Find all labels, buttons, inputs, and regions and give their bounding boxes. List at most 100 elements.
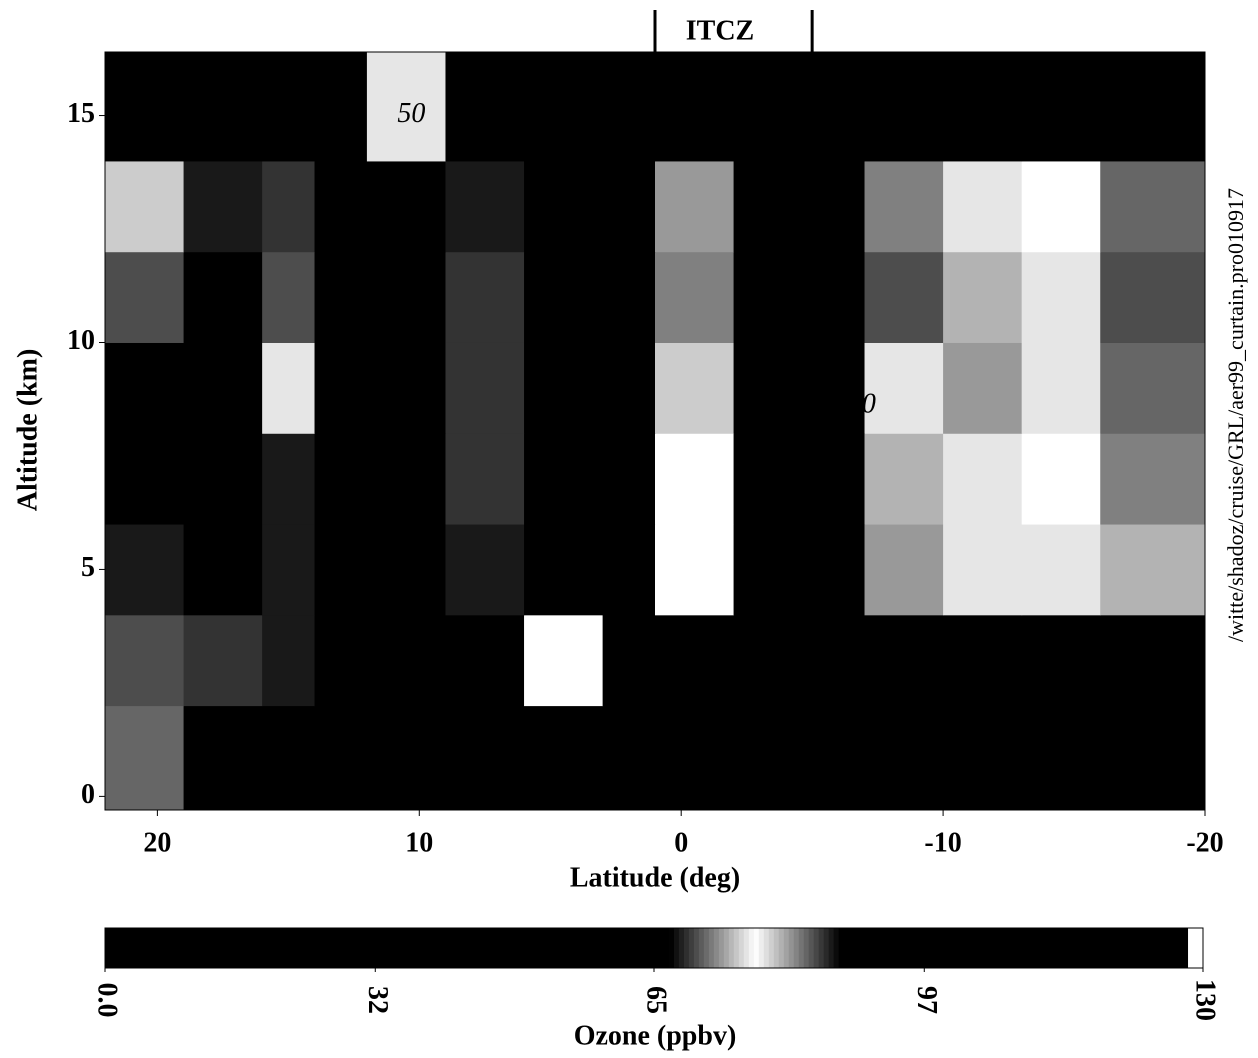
heat-cell <box>445 433 525 525</box>
heat-cell <box>524 342 604 434</box>
heat-cell <box>1021 614 1101 707</box>
colorbar-swatch <box>763 928 770 968</box>
colorbar-swatch <box>678 928 685 968</box>
contour-label: 50 <box>397 98 425 129</box>
heat-cell <box>864 251 944 343</box>
heat-cell <box>1100 614 1206 707</box>
colorbar-swatch <box>489 928 495 968</box>
colorbar-swatch <box>1088 928 1094 968</box>
colorbar-swatch <box>1153 928 1159 968</box>
y-tick-label: 10 <box>67 325 95 356</box>
colorbar-swatch <box>988 928 994 968</box>
x-tick-label: 20 <box>143 827 171 858</box>
colorbar-swatch <box>798 928 805 968</box>
heat-cell <box>105 342 185 434</box>
heat-cell <box>733 705 813 811</box>
colorbar-swatch <box>154 928 161 968</box>
colorbar-swatch <box>309 928 316 968</box>
colorbar-swatch <box>1143 928 1149 968</box>
colorbar-swatch <box>299 928 306 968</box>
colorbar-swatch <box>773 928 780 968</box>
colorbar-swatch <box>1083 928 1089 968</box>
heat-cell <box>183 251 263 343</box>
heat-cell <box>733 433 813 525</box>
colorbar-swatch <box>614 928 620 968</box>
colorbar-swatch <box>399 928 406 968</box>
colorbar-swatch <box>893 928 900 968</box>
heat-cell <box>602 342 656 434</box>
heat-cell <box>183 52 263 162</box>
colorbar-swatch <box>733 928 740 968</box>
heat-cell <box>314 614 368 707</box>
colorbar-swatch <box>259 928 266 968</box>
colorbar-swatch <box>239 928 246 968</box>
colorbar-swatch <box>144 928 151 968</box>
colorbar-swatch <box>569 928 575 968</box>
colorbar-swatch <box>229 928 236 968</box>
colorbar-swatch <box>1008 928 1014 968</box>
heat-cell <box>655 52 735 162</box>
colorbar-swatch <box>878 928 885 968</box>
colorbar-swatch <box>968 928 975 968</box>
y-tick-label: 0 <box>81 779 95 810</box>
colorbar-swatch <box>629 928 635 968</box>
colorbar-swatch <box>753 928 760 968</box>
heat-cell <box>1100 705 1206 811</box>
colorbar-swatch <box>768 928 775 968</box>
heat-cell <box>105 251 185 343</box>
heat-cell <box>524 52 604 162</box>
colorbar-swatch <box>1063 928 1069 968</box>
colorbar-swatch <box>119 928 126 968</box>
heat-cell <box>1100 160 1206 253</box>
heat-cell <box>733 52 813 162</box>
heat-cell <box>314 705 368 811</box>
heat-cell <box>1021 160 1101 253</box>
colorbar-swatch <box>199 928 206 968</box>
colorbar-swatch <box>823 928 830 968</box>
colorbar-swatch <box>384 928 391 968</box>
colorbar-swatch <box>863 928 870 968</box>
heat-cell <box>105 524 185 616</box>
heat-cell <box>1021 524 1101 616</box>
colorbar-swatch <box>349 928 356 968</box>
colorbar-swatch <box>589 928 595 968</box>
colorbar-swatch <box>584 928 590 968</box>
colorbar-swatch <box>853 928 860 968</box>
colorbar-swatch <box>179 928 186 968</box>
colorbar-swatch <box>663 928 670 968</box>
heat-cell <box>366 342 446 434</box>
colorbar-swatch <box>249 928 256 968</box>
colorbar-swatch <box>943 928 950 968</box>
colorbar-swatch <box>474 928 480 968</box>
colorbar-swatch <box>1058 928 1064 968</box>
heat-cell <box>1021 342 1101 434</box>
colorbar-swatch <box>1048 928 1054 968</box>
heat-cell <box>602 251 656 343</box>
colorbar-swatch <box>1108 928 1114 968</box>
colorbar-swatch <box>903 928 910 968</box>
colorbar-swatch <box>783 928 790 968</box>
colorbar-swatch <box>624 928 630 968</box>
heat-cell <box>445 524 525 616</box>
heat-cell <box>262 251 316 343</box>
colorbar-swatch <box>743 928 750 968</box>
heat-cell <box>733 251 813 343</box>
colorbar-tick-label: 32 <box>362 986 393 1014</box>
colorbar-swatch <box>139 928 146 968</box>
x-tick-label: 10 <box>405 827 433 858</box>
colorbar-swatch <box>204 928 211 968</box>
colorbar-swatch <box>1013 928 1019 968</box>
colorbar-swatch <box>948 928 955 968</box>
colorbar-swatch <box>1173 928 1179 968</box>
heat-cell <box>183 433 263 525</box>
colorbar-swatch <box>963 928 970 968</box>
x-tick-label: -20 <box>1186 827 1223 858</box>
colorbar-swatch <box>1098 928 1104 968</box>
heat-cell <box>812 52 866 162</box>
colorbar-swatch <box>1163 928 1169 968</box>
colorbar-swatch <box>344 928 351 968</box>
colorbar-swatch <box>1053 928 1059 968</box>
colorbar-swatch <box>234 928 241 968</box>
colorbar-swatch <box>314 928 321 968</box>
